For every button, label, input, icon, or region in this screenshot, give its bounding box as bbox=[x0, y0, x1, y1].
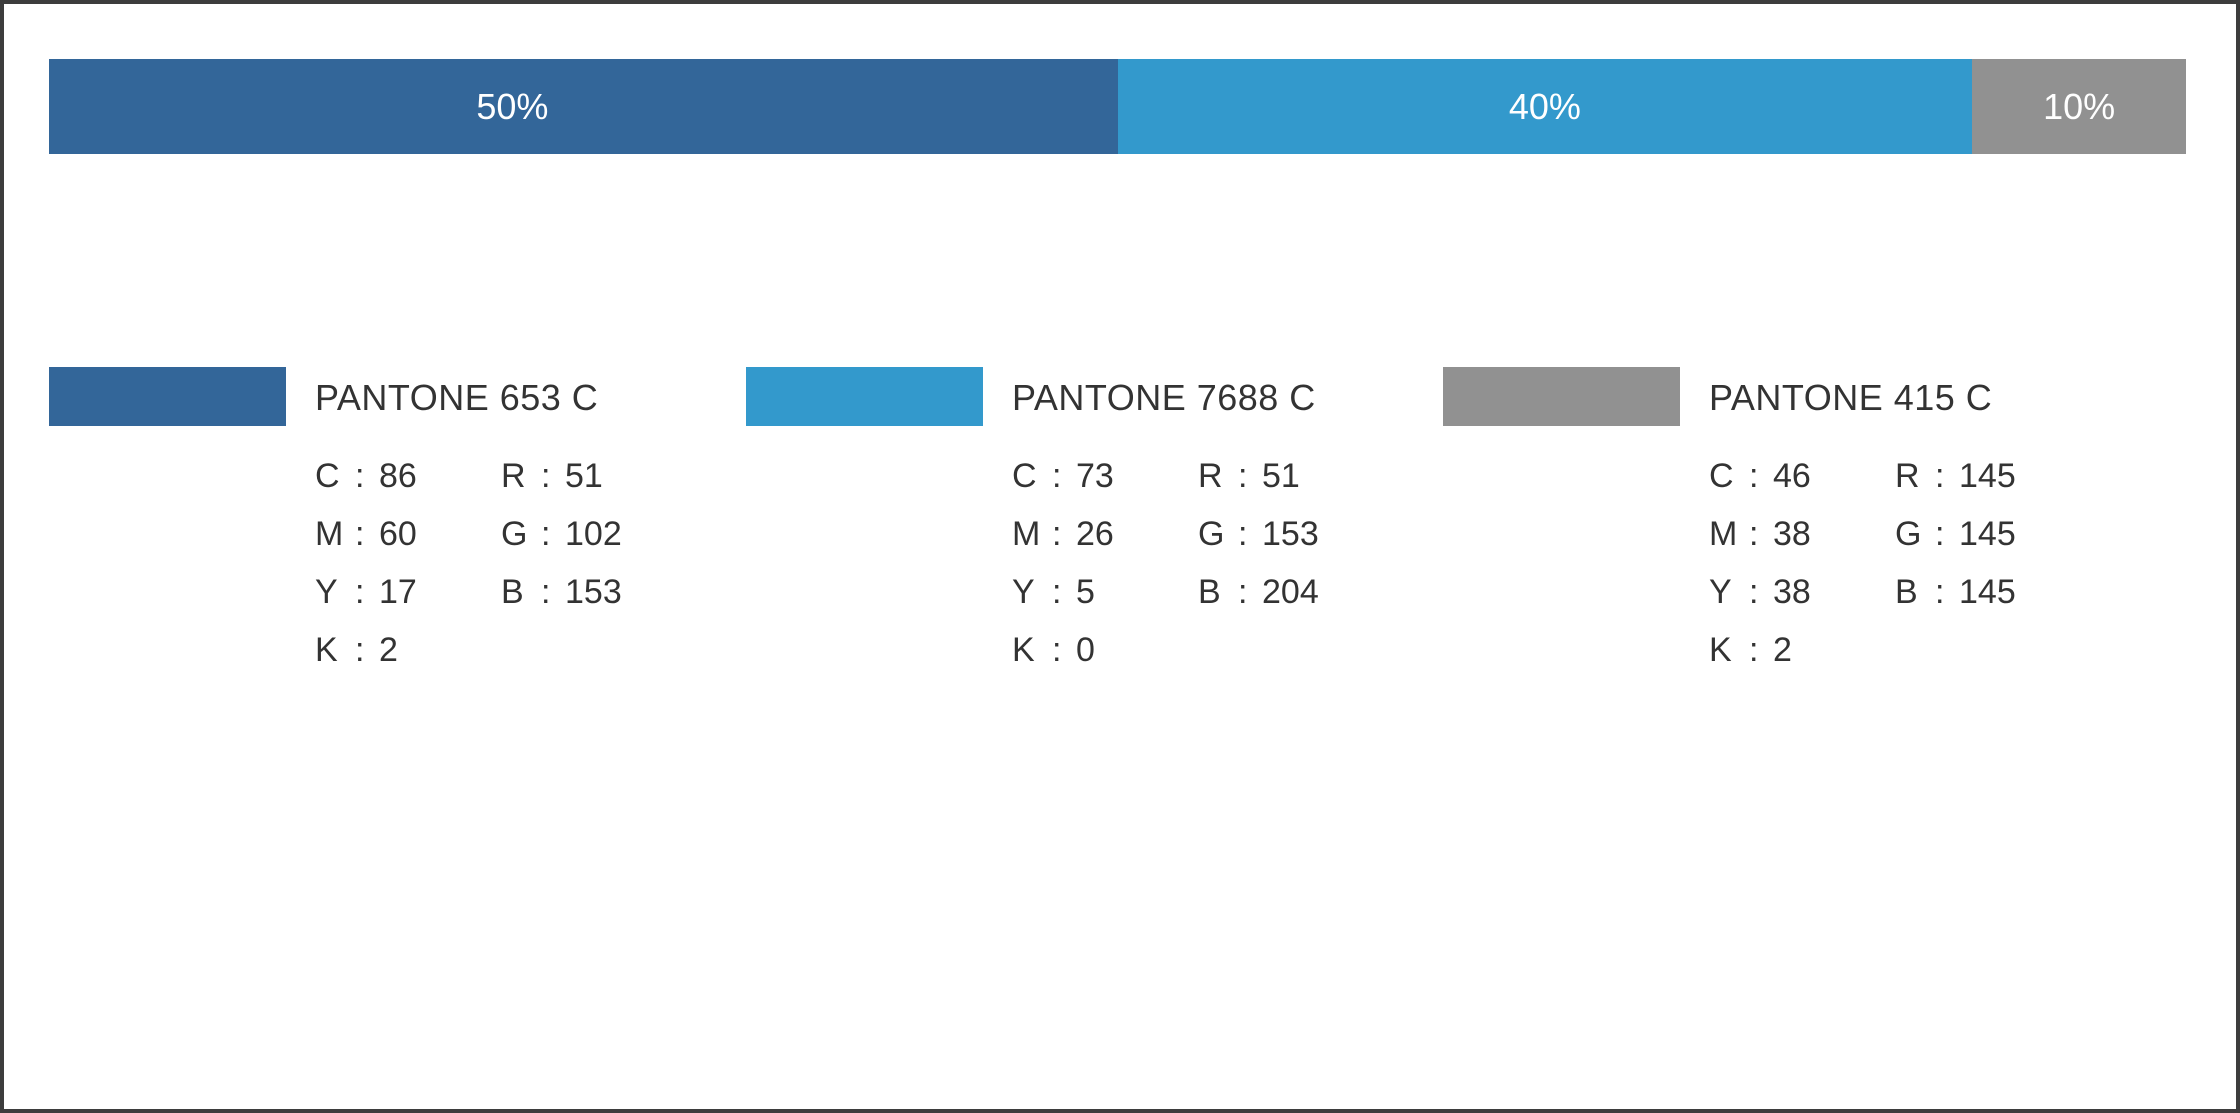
color-ratio-bar: 50% 40% 10% bbox=[49, 59, 2186, 154]
channel-value: 17 bbox=[379, 573, 417, 611]
channel-label: K bbox=[1012, 631, 1035, 669]
value-row-k: K:0 bbox=[1012, 631, 1095, 669]
channel-value: 102 bbox=[565, 515, 622, 553]
value-row-b: B:153 bbox=[501, 573, 622, 611]
value-row-g: G:102 bbox=[501, 515, 622, 553]
pantone-name: PANTONE 7688 C bbox=[1012, 377, 1316, 418]
channel-label: Y bbox=[315, 573, 338, 611]
channel-label: B bbox=[1198, 573, 1221, 611]
channel-label: M bbox=[1709, 515, 1738, 553]
channel-value: 5 bbox=[1076, 573, 1095, 611]
channel-label: C bbox=[1012, 457, 1037, 495]
channel-value: 60 bbox=[379, 515, 417, 553]
channel-value: 145 bbox=[1959, 515, 2016, 553]
channel-value: 46 bbox=[1773, 457, 1811, 495]
value-row-c: C:73 bbox=[1012, 457, 1114, 495]
channel-label: G bbox=[501, 515, 528, 553]
channel-value: 51 bbox=[1262, 457, 1300, 495]
channel-label: B bbox=[501, 573, 524, 611]
value-row-y: Y:38 bbox=[1709, 573, 1811, 611]
value-row-y: Y:17 bbox=[315, 573, 417, 611]
swatch-card-415: PANTONE 415 C C:46 M:38 Y:38 K:2 R:145 G:145 B… bbox=[1443, 367, 2103, 687]
channel-value: 73 bbox=[1076, 457, 1114, 495]
channel-value: 145 bbox=[1959, 457, 2016, 495]
value-row-k: K:2 bbox=[315, 631, 398, 669]
value-row-k: K:2 bbox=[1709, 631, 1792, 669]
value-row-b: B:204 bbox=[1198, 573, 1319, 611]
value-row-g: G:153 bbox=[1198, 515, 1319, 553]
ratio-segment-accent: 10% bbox=[1972, 59, 2186, 154]
channel-label: C bbox=[1709, 457, 1734, 495]
channel-label: R bbox=[1895, 457, 1920, 495]
value-row-m: M:60 bbox=[315, 515, 417, 553]
color-swatch bbox=[1443, 367, 1680, 426]
channel-label: K bbox=[1709, 631, 1732, 669]
channel-value: 153 bbox=[1262, 515, 1319, 553]
value-row-g: G:145 bbox=[1895, 515, 2016, 553]
value-row-r: R:145 bbox=[1895, 457, 2016, 495]
channel-value: 38 bbox=[1773, 573, 1811, 611]
channel-value: 38 bbox=[1773, 515, 1811, 553]
channel-label: R bbox=[501, 457, 526, 495]
channel-label: M bbox=[315, 515, 344, 553]
value-row-m: M:26 bbox=[1012, 515, 1114, 553]
channel-value: 145 bbox=[1959, 573, 2016, 611]
ratio-label-accent: 10% bbox=[2043, 85, 2116, 127]
ratio-segment-secondary: 40% bbox=[1117, 59, 1973, 154]
pantone-name: PANTONE 415 C bbox=[1709, 377, 1993, 418]
value-row-y: Y:5 bbox=[1012, 573, 1095, 611]
channel-label: B bbox=[1895, 573, 1918, 611]
value-row-c: C:46 bbox=[1709, 457, 1811, 495]
channel-value: 153 bbox=[565, 573, 622, 611]
channel-value: 26 bbox=[1076, 515, 1114, 553]
channel-value: 0 bbox=[1076, 631, 1095, 669]
channel-label: Y bbox=[1709, 573, 1732, 611]
channel-label: G bbox=[1895, 515, 1922, 553]
swatch-card-7688: PANTONE 7688 C C:73 M:26 Y:5 K:0 R:51 G:153 B:… bbox=[746, 367, 1406, 687]
value-row-m: M:38 bbox=[1709, 515, 1811, 553]
value-row-r: R:51 bbox=[1198, 457, 1300, 495]
color-swatch bbox=[746, 367, 983, 426]
color-swatch bbox=[49, 367, 286, 426]
channel-label: C bbox=[315, 457, 340, 495]
channel-label: M bbox=[1012, 515, 1041, 553]
channel-value: 2 bbox=[1773, 631, 1792, 669]
value-row-r: R:51 bbox=[501, 457, 603, 495]
pantone-name: PANTONE 653 C bbox=[315, 377, 599, 418]
channel-label: K bbox=[315, 631, 338, 669]
channel-label: G bbox=[1198, 515, 1225, 553]
channel-value: 2 bbox=[379, 631, 398, 669]
channel-value: 51 bbox=[565, 457, 603, 495]
channel-label: Y bbox=[1012, 573, 1035, 611]
channel-value: 86 bbox=[379, 457, 417, 495]
ratio-label-secondary: 40% bbox=[1508, 85, 1581, 127]
ratio-label-primary: 50% bbox=[476, 85, 549, 127]
value-row-b: B:145 bbox=[1895, 573, 2016, 611]
channel-value: 204 bbox=[1262, 573, 1319, 611]
ratio-segment-primary: 50% bbox=[49, 59, 1118, 154]
swatch-card-653: PANTONE 653 C C:86 M:60 Y:17 K:2 R:51 G:102 B:… bbox=[49, 367, 709, 687]
value-row-c: C:86 bbox=[315, 457, 417, 495]
channel-label: R bbox=[1198, 457, 1223, 495]
